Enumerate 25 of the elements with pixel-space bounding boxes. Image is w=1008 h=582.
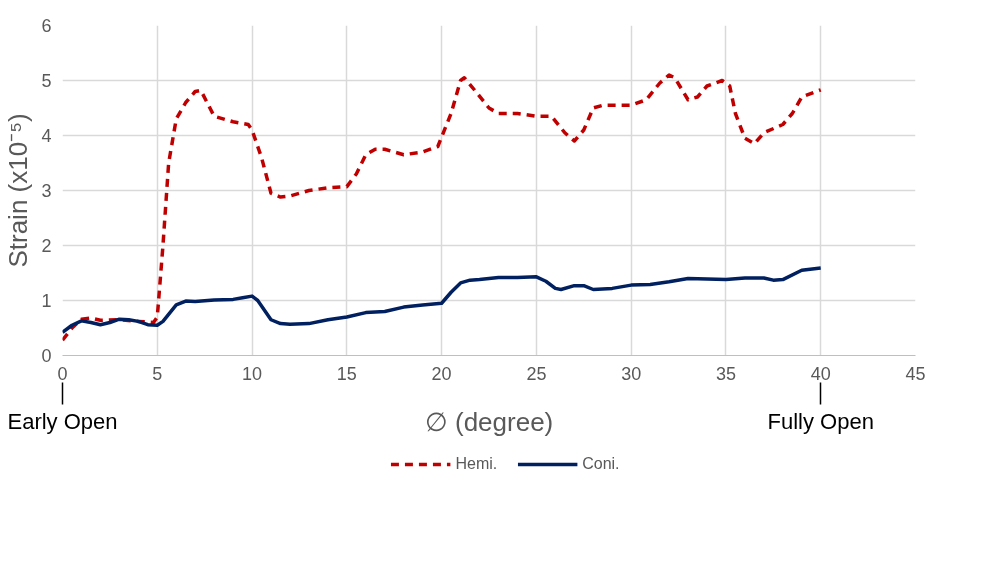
- y-tick-label: 6: [41, 16, 52, 36]
- x-tick-label: 5: [152, 363, 163, 384]
- y-tick-label: 1: [41, 291, 52, 311]
- y-tick-label: 0: [41, 346, 52, 366]
- x-tick-label: 25: [526, 363, 547, 384]
- line-series: [62, 73, 823, 342]
- x-tick-label: 15: [336, 363, 357, 384]
- x-tick-label: 10: [242, 363, 263, 384]
- y-axis-title: Strain (x10⁻⁵): [3, 113, 34, 268]
- x-axis-title: ∅ (degree): [424, 406, 554, 437]
- x-tick-label: 40: [810, 363, 831, 384]
- x-tick-label: 0: [57, 363, 68, 384]
- legend-label: Coni.: [582, 455, 620, 473]
- y-tick-label: 5: [41, 71, 52, 91]
- y-tick-label: 3: [41, 181, 52, 201]
- annotation: Early Open: [7, 408, 118, 434]
- x-tick-label: 20: [431, 363, 452, 384]
- annotation: Fully Open: [767, 408, 874, 434]
- x-tick-label: 30: [621, 363, 642, 384]
- x-tick-label: 35: [715, 363, 736, 384]
- x-tick-label: 45: [905, 363, 926, 384]
- legend-label: Hemi.: [455, 455, 498, 473]
- line-series: [62, 266, 823, 335]
- y-tick-label: 4: [41, 126, 52, 146]
- y-tick-label: 2: [41, 236, 52, 256]
